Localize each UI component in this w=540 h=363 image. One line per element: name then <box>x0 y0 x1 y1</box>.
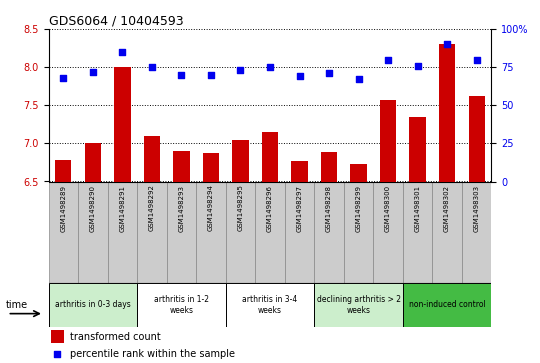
Text: GSM1498292: GSM1498292 <box>149 184 155 232</box>
Bar <box>403 182 433 283</box>
Text: GSM1498300: GSM1498300 <box>385 184 391 232</box>
Bar <box>344 182 373 283</box>
Point <box>236 67 245 73</box>
Bar <box>226 283 314 327</box>
Point <box>325 70 333 76</box>
Bar <box>350 164 367 182</box>
Bar <box>373 182 403 283</box>
Point <box>472 57 481 62</box>
Bar <box>144 136 160 182</box>
Text: GSM1498290: GSM1498290 <box>90 184 96 232</box>
Text: GSM1498296: GSM1498296 <box>267 184 273 232</box>
Bar <box>255 182 285 283</box>
Text: GSM1498298: GSM1498298 <box>326 184 332 232</box>
Point <box>354 77 363 82</box>
Bar <box>49 283 137 327</box>
Text: GSM1498302: GSM1498302 <box>444 184 450 232</box>
Bar <box>232 140 248 182</box>
Point <box>89 69 97 75</box>
Point <box>207 72 215 78</box>
Text: GSM1498301: GSM1498301 <box>415 184 421 232</box>
Text: declining arthritis > 2
weeks: declining arthritis > 2 weeks <box>316 295 401 315</box>
Bar <box>55 160 71 182</box>
Text: non-induced control: non-induced control <box>409 301 485 309</box>
Bar <box>226 182 255 283</box>
Bar <box>469 96 485 182</box>
Point <box>384 57 393 62</box>
Bar <box>78 182 107 283</box>
Point <box>118 49 127 55</box>
Bar <box>203 152 219 182</box>
Point <box>59 75 68 81</box>
Point <box>177 72 186 78</box>
Bar <box>439 44 455 182</box>
Text: GSM1498289: GSM1498289 <box>60 184 66 232</box>
Text: arthritis in 1-2
weeks: arthritis in 1-2 weeks <box>154 295 209 315</box>
Bar <box>403 283 491 327</box>
Bar <box>114 67 131 182</box>
Bar <box>262 132 278 182</box>
Bar <box>314 182 344 283</box>
Text: GSM1498297: GSM1498297 <box>296 184 302 232</box>
Text: time: time <box>5 300 28 310</box>
Text: GSM1498295: GSM1498295 <box>238 184 244 232</box>
Point <box>295 73 304 79</box>
Bar <box>292 161 308 182</box>
Text: arthritis in 0-3 days: arthritis in 0-3 days <box>55 301 131 309</box>
Point <box>147 64 156 70</box>
Bar <box>85 143 101 182</box>
Text: transformed count: transformed count <box>70 332 160 342</box>
Bar <box>137 182 167 283</box>
Bar <box>173 151 190 182</box>
Bar <box>433 182 462 283</box>
Bar <box>314 283 403 327</box>
Bar <box>107 182 137 283</box>
Bar <box>167 182 196 283</box>
Point <box>53 351 62 357</box>
Bar <box>49 182 78 283</box>
Text: GSM1498291: GSM1498291 <box>119 184 125 232</box>
Bar <box>321 152 337 182</box>
Text: GDS6064 / 10404593: GDS6064 / 10404593 <box>49 15 183 28</box>
Bar <box>462 182 491 283</box>
Text: percentile rank within the sample: percentile rank within the sample <box>70 349 235 359</box>
Bar <box>137 283 226 327</box>
Text: GSM1498294: GSM1498294 <box>208 184 214 232</box>
Bar <box>285 182 314 283</box>
Point <box>413 63 422 69</box>
Text: GSM1498293: GSM1498293 <box>178 184 185 232</box>
Bar <box>51 330 64 343</box>
Bar <box>380 100 396 182</box>
Point <box>443 41 451 47</box>
Point <box>266 64 274 70</box>
Text: arthritis in 3-4
weeks: arthritis in 3-4 weeks <box>242 295 298 315</box>
Bar <box>409 117 426 182</box>
Bar <box>196 182 226 283</box>
Text: GSM1498303: GSM1498303 <box>474 184 480 232</box>
Text: GSM1498299: GSM1498299 <box>355 184 362 232</box>
